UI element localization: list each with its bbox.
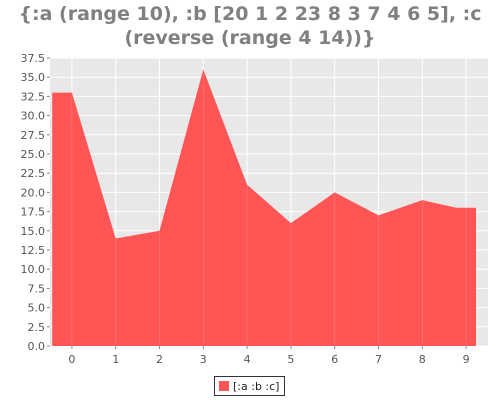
legend-label: [:a :b :c] [233, 380, 279, 393]
y-tick-label: 17.5 [21, 206, 46, 219]
x-tick-label: 3 [200, 353, 207, 366]
x-tick-label: 8 [419, 353, 426, 366]
x-tick-label: 0 [68, 353, 75, 366]
y-axis: 0.0 2.5 5.0 7.5 10.0 12.5 15.0 17.5 20.0 22.5 25.0… [21, 52, 51, 353]
y-tick-label: 7.5 [28, 282, 46, 295]
y-tick-label: 20.0 [21, 186, 46, 199]
y-tick-label: 0.0 [28, 340, 46, 353]
x-tick-label: 7 [375, 353, 382, 366]
x-tick-label: 1 [112, 353, 119, 366]
y-tick-label: 35.0 [21, 71, 46, 84]
x-tick-label: 9 [463, 353, 470, 366]
x-tick-label: 6 [331, 353, 338, 366]
y-tick-label: 27.5 [21, 129, 46, 142]
y-tick-label: 2.5 [28, 321, 46, 334]
legend: [:a :b :c] [214, 376, 285, 396]
x-tick-label: 4 [244, 353, 251, 366]
legend-swatch [219, 381, 229, 391]
y-tick-label: 5.0 [28, 302, 46, 315]
x-tick-label: 5 [287, 353, 294, 366]
y-tick-label: 25.0 [21, 148, 46, 161]
x-axis: 0 1 2 3 4 5 6 7 8 9 [68, 346, 469, 366]
y-tick-label: 37.5 [21, 52, 46, 65]
y-tick-label: 32.5 [21, 90, 46, 103]
y-tick-label: 22.5 [21, 167, 46, 180]
x-tick-label: 2 [156, 353, 163, 366]
y-tick-label: 12.5 [21, 244, 46, 257]
y-tick-label: 10.0 [21, 263, 46, 276]
y-tick-label: 30.0 [21, 110, 46, 123]
y-tick-label: 15.0 [21, 225, 46, 238]
